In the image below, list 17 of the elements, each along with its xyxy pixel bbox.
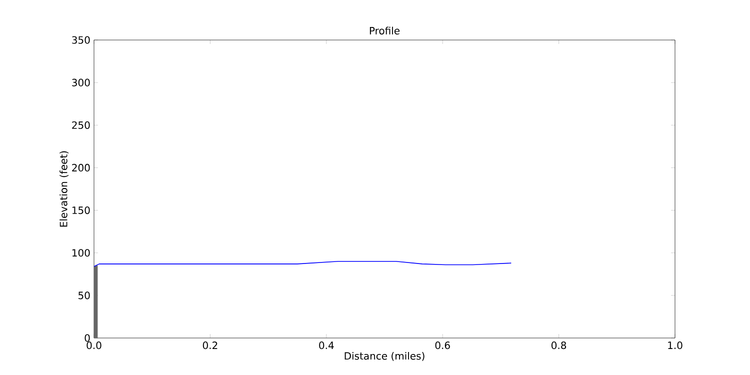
y-tick-label: 0 xyxy=(84,334,90,342)
y-tick-label: 200 xyxy=(72,164,90,172)
x-tick-label: 0.6 xyxy=(435,342,450,350)
x-axis-title: Distance (miles) xyxy=(344,352,424,361)
y-tick-label: 100 xyxy=(72,249,90,257)
chart-title: Profile xyxy=(370,26,400,34)
y-tick-label: 300 xyxy=(72,78,90,86)
x-tick-label: 0.8 xyxy=(552,342,566,350)
y-tick-label: 350 xyxy=(72,36,90,44)
y-tick-label: 50 xyxy=(78,292,90,300)
x-tick-label: 1.0 xyxy=(668,342,682,350)
y-tick-label: 250 xyxy=(72,121,90,129)
x-tick-label: 0.0 xyxy=(86,342,102,350)
x-tick-label: 0.2 xyxy=(202,342,218,350)
y-tick-label: 150 xyxy=(72,206,90,214)
y-axis-title: Elevation (feet) xyxy=(60,151,69,227)
x-tick-label: 0.4 xyxy=(319,342,334,350)
